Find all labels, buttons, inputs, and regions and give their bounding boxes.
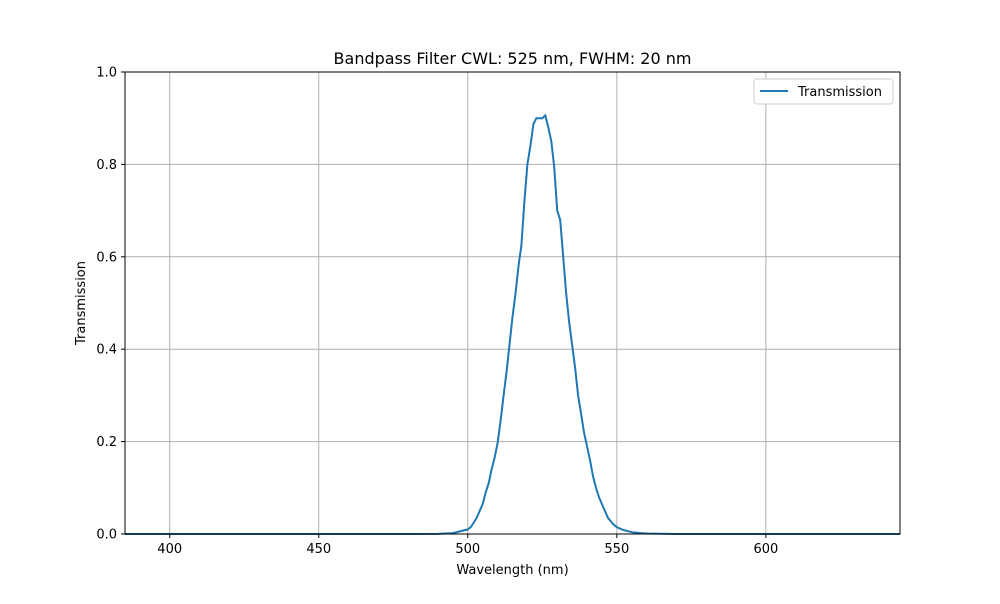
x-tick-label: 600 <box>753 542 778 557</box>
x-tick-label: 500 <box>455 542 480 557</box>
plot-frame <box>124 71 901 535</box>
y-tick-label: 0.0 <box>96 528 117 543</box>
y-tick-label: 1.0 <box>96 66 117 81</box>
legend: Transmission <box>753 78 894 105</box>
series-line-transmission <box>125 113 900 535</box>
y-tick-label: 0.8 <box>96 158 117 173</box>
x-tick-label: 550 <box>604 542 629 557</box>
x-axis-label: Wavelength (nm) <box>456 563 568 578</box>
chart-title: Bandpass Filter CWL: 525 nm, FWHM: 20 nm <box>334 49 692 68</box>
y-tick-label: 0.2 <box>96 435 117 450</box>
x-tick-label: 450 <box>306 542 331 557</box>
grid <box>125 71 900 535</box>
ticks: 400 450 500 550 600 0.0 0.2 0.4 0.6 0.8 1.0 <box>96 66 778 558</box>
legend-label: Transmission <box>797 85 882 100</box>
x-tick-label: 400 <box>157 542 182 557</box>
legend-box <box>753 78 894 105</box>
y-axis-label: Transmission <box>74 261 89 346</box>
y-tick-label: 0.4 <box>96 343 117 358</box>
y-tick-label: 0.6 <box>96 250 117 265</box>
